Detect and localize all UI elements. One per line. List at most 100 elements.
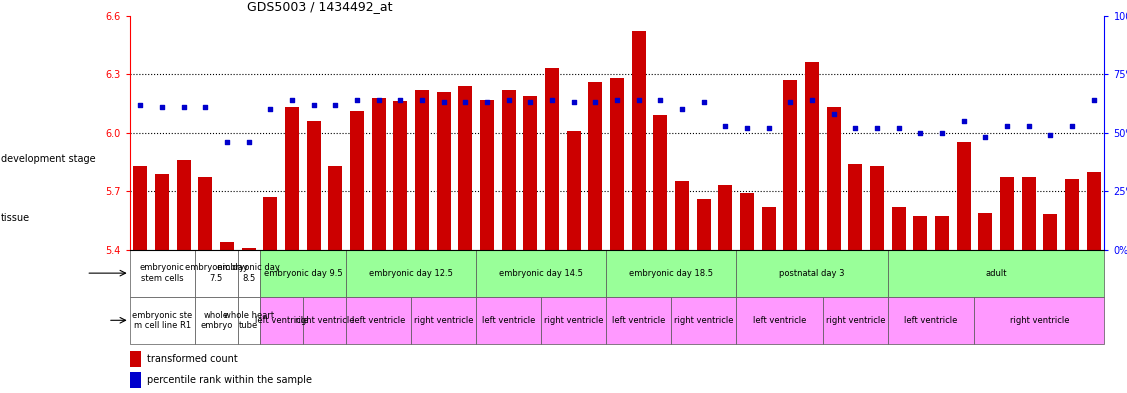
Point xyxy=(717,123,735,129)
Bar xyxy=(195,250,238,297)
Bar xyxy=(957,142,970,250)
Bar xyxy=(888,297,975,344)
Point xyxy=(304,101,322,108)
Bar xyxy=(696,199,711,250)
Point xyxy=(348,97,366,103)
Bar xyxy=(238,250,259,297)
Bar xyxy=(675,181,689,250)
Bar xyxy=(133,166,148,250)
Bar xyxy=(238,297,259,344)
Text: transformed count: transformed count xyxy=(148,354,238,364)
Text: right ventricle: right ventricle xyxy=(826,316,885,325)
Point xyxy=(586,99,604,105)
Point xyxy=(1063,123,1081,129)
Point xyxy=(738,125,756,131)
Bar xyxy=(975,297,1104,344)
Point xyxy=(781,99,799,105)
Point xyxy=(196,104,214,110)
Text: embryonic day
7.5: embryonic day 7.5 xyxy=(185,263,248,283)
Bar xyxy=(156,174,169,250)
Text: left ventricle: left ventricle xyxy=(753,316,806,325)
Bar xyxy=(350,111,364,250)
Bar xyxy=(631,31,646,250)
Bar xyxy=(1021,178,1036,250)
Bar xyxy=(805,62,819,250)
Point xyxy=(565,99,583,105)
Bar xyxy=(588,82,603,250)
Bar xyxy=(736,250,888,297)
Point xyxy=(456,99,474,105)
Text: embryonic day
8.5: embryonic day 8.5 xyxy=(218,263,281,283)
Bar xyxy=(130,297,195,344)
Text: development stage: development stage xyxy=(1,154,96,164)
Text: postnatal day 3: postnatal day 3 xyxy=(779,269,845,277)
Bar xyxy=(913,217,928,250)
Text: right ventricle: right ventricle xyxy=(295,316,354,325)
Point xyxy=(976,134,994,140)
Bar xyxy=(672,297,736,344)
Bar xyxy=(259,250,346,297)
Point xyxy=(391,97,409,103)
Text: left ventricle: left ventricle xyxy=(482,316,535,325)
Bar xyxy=(870,166,884,250)
Bar xyxy=(935,217,949,250)
Bar xyxy=(285,107,299,250)
Bar xyxy=(220,242,234,250)
Point xyxy=(240,139,258,145)
Text: embryonic day 14.5: embryonic day 14.5 xyxy=(499,269,583,277)
Bar xyxy=(606,250,736,297)
Bar xyxy=(259,297,303,344)
Text: left ventricle: left ventricle xyxy=(255,316,308,325)
Bar xyxy=(826,107,841,250)
Bar xyxy=(459,86,472,250)
Text: left ventricle: left ventricle xyxy=(612,316,665,325)
Point xyxy=(543,97,561,103)
Text: embryonic day 18.5: embryonic day 18.5 xyxy=(629,269,713,277)
Bar xyxy=(477,297,541,344)
Text: whole
embryo: whole embryo xyxy=(201,310,232,330)
Point xyxy=(435,99,453,105)
Bar xyxy=(241,248,256,250)
Bar xyxy=(736,297,823,344)
Bar xyxy=(654,115,667,250)
Point xyxy=(327,101,345,108)
Point xyxy=(694,99,712,105)
Text: right ventricle: right ventricle xyxy=(544,316,603,325)
Point xyxy=(868,125,886,131)
Bar xyxy=(307,121,321,250)
Point xyxy=(846,125,864,131)
Point xyxy=(283,97,301,103)
Bar xyxy=(328,166,343,250)
Point xyxy=(261,106,279,112)
Text: percentile rank within the sample: percentile rank within the sample xyxy=(148,375,312,385)
Bar xyxy=(346,250,477,297)
Bar xyxy=(502,90,516,250)
Point xyxy=(673,106,691,112)
Point xyxy=(153,104,171,110)
Text: right ventricle: right ventricle xyxy=(674,316,734,325)
Point xyxy=(760,125,778,131)
Point xyxy=(132,101,150,108)
Text: embryonic day 9.5: embryonic day 9.5 xyxy=(264,269,343,277)
Point xyxy=(414,97,432,103)
Bar xyxy=(891,207,906,250)
Bar xyxy=(718,185,733,250)
Bar xyxy=(372,97,385,250)
Point xyxy=(1020,123,1038,129)
Bar xyxy=(411,297,477,344)
Bar xyxy=(888,250,1104,297)
Point xyxy=(219,139,237,145)
Bar xyxy=(303,297,346,344)
Bar xyxy=(523,95,538,250)
Text: embryonic ste
m cell line R1: embryonic ste m cell line R1 xyxy=(132,310,193,330)
Bar xyxy=(849,164,862,250)
Point xyxy=(478,99,496,105)
Text: right ventricle: right ventricle xyxy=(414,316,473,325)
Bar xyxy=(1044,215,1057,250)
Text: tissue: tissue xyxy=(1,213,30,223)
Bar xyxy=(823,297,888,344)
Text: GDS5003 / 1434492_at: GDS5003 / 1434492_at xyxy=(247,0,392,13)
Point xyxy=(955,118,973,124)
Bar xyxy=(610,78,624,250)
Bar xyxy=(567,131,580,250)
